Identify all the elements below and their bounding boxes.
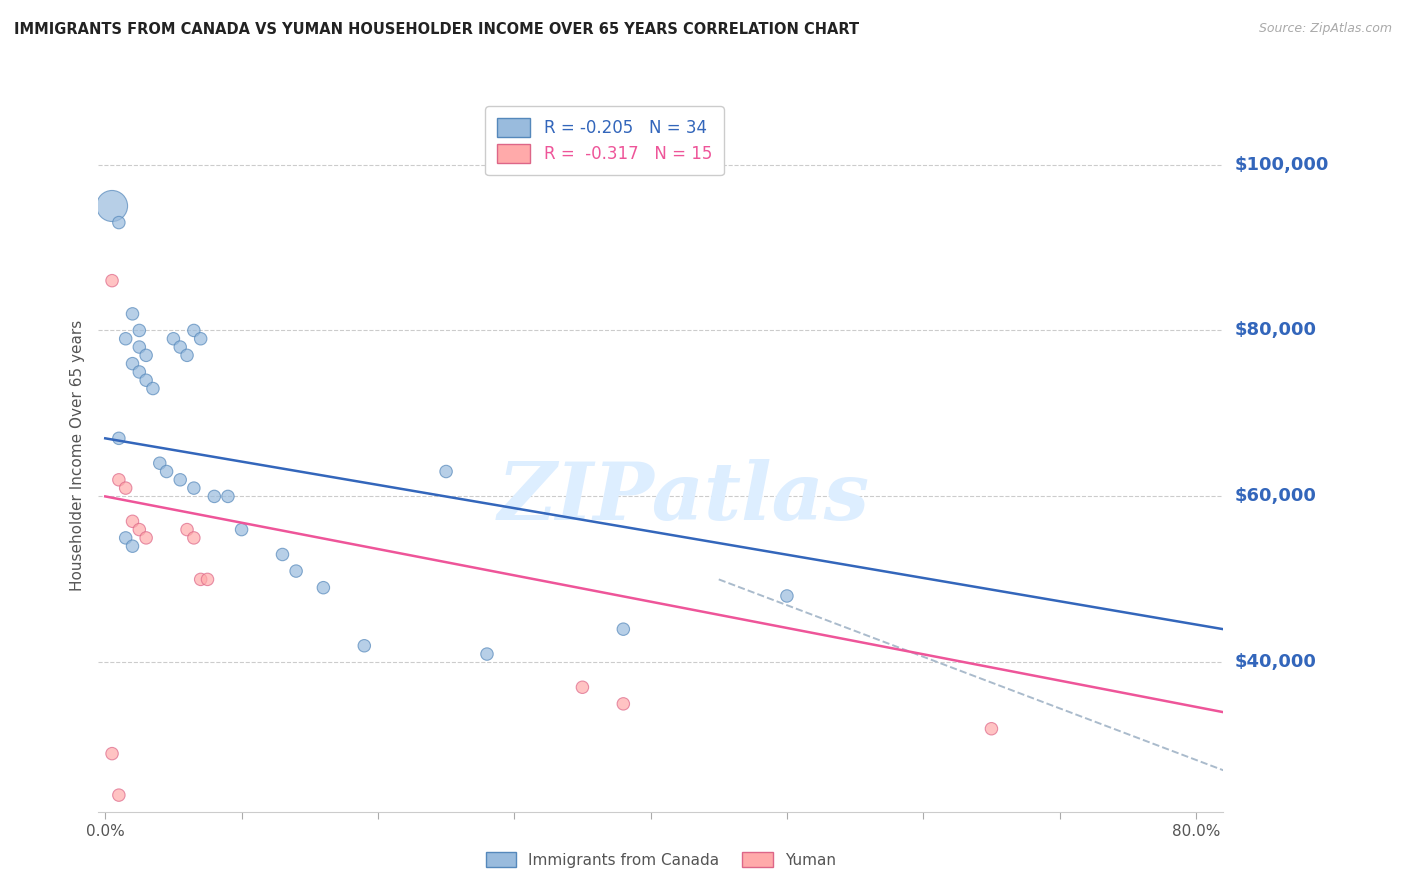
Legend: Immigrants from Canada, Yuman: Immigrants from Canada, Yuman	[478, 844, 844, 875]
Point	[776, 589, 799, 603]
Point	[183, 481, 205, 495]
Point	[169, 340, 191, 354]
Point	[169, 473, 191, 487]
Point	[101, 199, 124, 213]
Text: $80,000: $80,000	[1234, 321, 1316, 340]
Point	[114, 531, 136, 545]
Text: $100,000: $100,000	[1234, 155, 1329, 174]
Point	[183, 531, 205, 545]
Point	[121, 307, 143, 321]
Text: $60,000: $60,000	[1234, 487, 1316, 506]
Point	[475, 647, 498, 661]
Point	[108, 473, 131, 487]
Point	[149, 456, 172, 470]
Text: ZIPatlas: ZIPatlas	[498, 459, 869, 536]
Point	[176, 348, 198, 362]
Point	[121, 357, 143, 371]
Point	[190, 332, 212, 346]
Text: $40,000: $40,000	[1234, 653, 1316, 672]
Point	[108, 431, 131, 445]
Point	[176, 523, 198, 537]
Point	[312, 581, 335, 595]
Point	[217, 490, 239, 504]
Text: Source: ZipAtlas.com: Source: ZipAtlas.com	[1258, 22, 1392, 36]
Point	[231, 523, 253, 537]
Point	[135, 373, 157, 387]
Point	[271, 548, 294, 562]
Text: IMMIGRANTS FROM CANADA VS YUMAN HOUSEHOLDER INCOME OVER 65 YEARS CORRELATION CHA: IMMIGRANTS FROM CANADA VS YUMAN HOUSEHOL…	[14, 22, 859, 37]
Y-axis label: Householder Income Over 65 years: Householder Income Over 65 years	[70, 319, 86, 591]
Point	[101, 747, 124, 761]
Point	[980, 722, 1002, 736]
Point	[183, 323, 205, 337]
Point	[101, 274, 124, 288]
Point	[121, 514, 143, 528]
Point	[128, 340, 150, 354]
Point	[190, 573, 212, 587]
Point	[128, 365, 150, 379]
Point	[155, 465, 177, 479]
Point	[128, 523, 150, 537]
Point	[285, 564, 308, 578]
Point	[202, 490, 225, 504]
Point	[114, 332, 136, 346]
Point	[612, 697, 634, 711]
Point	[135, 531, 157, 545]
Point	[434, 465, 457, 479]
Point	[197, 573, 219, 587]
Point	[135, 348, 157, 362]
Point	[128, 323, 150, 337]
Point	[108, 216, 131, 230]
Point	[108, 788, 131, 802]
Point	[121, 539, 143, 553]
Point	[612, 622, 634, 636]
Point	[142, 382, 165, 396]
Point	[571, 680, 593, 694]
Point	[353, 639, 375, 653]
Point	[114, 481, 136, 495]
Point	[162, 332, 184, 346]
